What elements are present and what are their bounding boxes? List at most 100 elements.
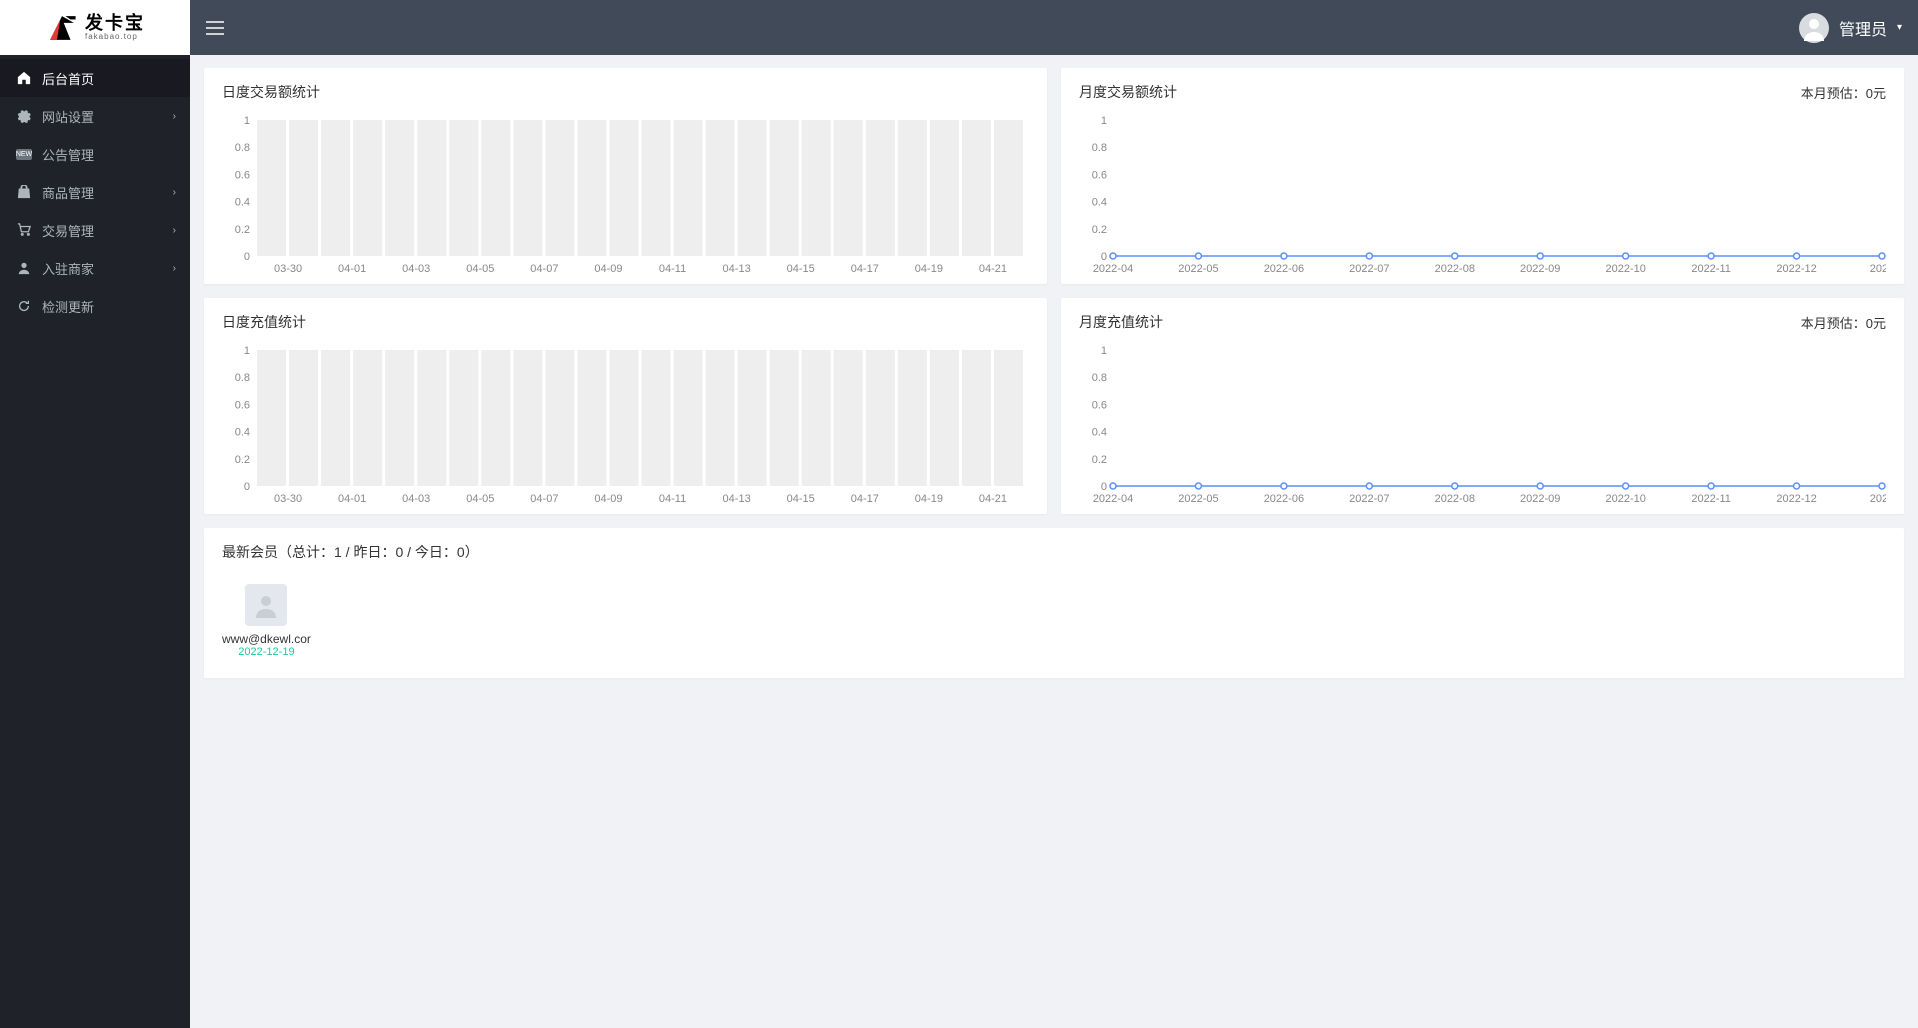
svg-text:04-13: 04-13 [723,263,751,274]
svg-text:2022-05: 2022-05 [1178,263,1218,274]
hamburger-icon[interactable] [206,21,224,35]
svg-text:2022-11: 2022-11 [1691,493,1731,504]
svg-text:04-07: 04-07 [530,263,558,274]
svg-text:0.2: 0.2 [1092,454,1107,466]
sidebar-item-0[interactable]: 后台首页 [0,59,190,97]
member-item[interactable]: www@dkewl.cor 2022-12-19 [222,584,311,658]
svg-text:0.8: 0.8 [235,142,250,154]
sidebar-item-6[interactable]: 检测更新 [0,287,190,325]
home-icon [16,71,32,85]
daily-trade-chart: 00.20.40.60.8103-3004-0104-0304-0504-070… [222,114,1029,274]
header: 管理员 ▾ [190,0,1918,55]
svg-text:04-09: 04-09 [594,493,622,504]
monthly-trade-chart: 00.20.40.60.812022-042022-052022-062022-… [1079,114,1886,274]
sidebar-item-label: 交易管理 [42,221,94,240]
svg-text:04-15: 04-15 [787,263,815,274]
svg-text:2022-04: 2022-04 [1093,493,1133,504]
svg-text:04-09: 04-09 [594,263,622,274]
sidebar-item-1[interactable]: 网站设置 › [0,97,190,135]
svg-text:2022-12: 2022-12 [1776,493,1816,504]
sidebar-item-2[interactable]: NEW 公告管理 [0,135,190,173]
svg-text:04-11: 04-11 [659,493,686,504]
chevron-right-icon: › [173,263,176,274]
card-title: 最新会员（总计：1 / 昨日：0 / 今日：0） [222,542,479,562]
members-card: 最新会员（总计：1 / 昨日：0 / 今日：0） www@dkewl.cor 2… [204,528,1904,678]
svg-text:04-05: 04-05 [466,263,494,274]
svg-text:0.6: 0.6 [235,399,250,411]
logo-text-en: fakabao.top [85,32,145,41]
svg-text:0.2: 0.2 [1092,224,1107,236]
card-title: 月度充值统计 [1079,312,1163,332]
svg-text:2022-08: 2022-08 [1435,263,1475,274]
svg-text:0.6: 0.6 [1092,399,1107,411]
sidebar-item-5[interactable]: 入驻商家 › [0,249,190,287]
person-icon [16,261,32,275]
member-date: 2022-12-19 [222,646,311,658]
logo[interactable]: 发卡宝 fakabao.top [0,0,190,55]
main-content: 日度交易额统计 0 0.2 0.4 0.6 0.8 1 03-30 04-01 04-03 04-… [190,0,1918,692]
sidebar-item-label: 公告管理 [42,145,94,164]
svg-text:04-07: 04-07 [530,493,558,504]
svg-text:2022-12: 2022-12 [1776,263,1816,274]
svg-text:0: 0 [244,251,250,263]
svg-text:2022-09: 2022-09 [1520,263,1560,274]
svg-text:0.4: 0.4 [235,197,250,209]
svg-text:0.4: 0.4 [1092,197,1107,209]
svg-text:04-21: 04-21 [979,493,1007,504]
svg-text:2022-06: 2022-06 [1264,493,1304,504]
logo-icon [45,11,79,45]
chevron-down-icon: ▾ [1897,22,1902,33]
card-title: 日度充值统计 [222,312,306,332]
daily-recharge-card: 日度充值统计 00.20.40.60.8103-3004-0104-0304-0… [204,298,1047,514]
chevron-right-icon: › [173,111,176,122]
svg-text:04-01: 04-01 [338,493,366,504]
svg-text:0.8: 0.8 [1092,142,1107,154]
svg-text:2022-05: 2022-05 [1178,493,1218,504]
svg-text:04-17: 04-17 [851,493,879,504]
monthly-trade-card: 月度交易额统计 本月预估：0元 00.20.40.60.812022-04202… [1061,68,1904,284]
svg-text:04-03: 04-03 [402,263,430,274]
svg-text:0.4: 0.4 [235,427,250,439]
avatar-icon [245,584,287,626]
gear-icon [16,109,32,123]
card-title: 月度交易额统计 [1079,82,1177,102]
svg-text:2022-07: 2022-07 [1349,493,1389,504]
svg-text:0.2: 0.2 [235,454,250,466]
chevron-right-icon: › [173,187,176,198]
avatar-icon [1799,13,1829,43]
svg-text:2022-11: 2022-11 [1691,263,1731,274]
svg-text:0: 0 [244,481,250,493]
monthly-recharge-chart: 00.20.40.60.812022-042022-052022-062022-… [1079,344,1886,504]
svg-text:04-13: 04-13 [723,493,751,504]
card-title: 日度交易额统计 [222,82,320,102]
sidebar-item-label: 商品管理 [42,183,94,202]
badge-icon: NEW [16,149,32,160]
bag-icon [16,185,32,199]
refresh-icon [16,299,32,313]
chevron-right-icon: › [173,225,176,236]
sidebar-item-3[interactable]: 商品管理 › [0,173,190,211]
svg-text:03-30: 03-30 [274,263,302,274]
svg-text:2022-08: 2022-08 [1435,493,1475,504]
svg-text:2023: 2023 [1870,263,1886,274]
svg-text:04-21: 04-21 [979,263,1007,274]
user-menu[interactable]: 管理员 ▾ [1799,13,1902,43]
svg-text:04-17: 04-17 [851,263,879,274]
svg-text:1: 1 [244,115,250,127]
user-label: 管理员 [1839,16,1887,40]
svg-text:04-05: 04-05 [466,493,494,504]
svg-text:1: 1 [244,345,250,357]
svg-text:2022-09: 2022-09 [1520,493,1560,504]
svg-text:03-30: 03-30 [274,493,302,504]
svg-text:1: 1 [1101,345,1107,357]
sidebar: 发卡宝 fakabao.top 后台首页 网站设置 ›NEW 公告管理 商品管理… [0,0,190,1028]
member-name: www@dkewl.cor [222,632,311,646]
svg-text:04-11: 04-11 [659,263,686,274]
sidebar-item-4[interactable]: 交易管理 › [0,211,190,249]
svg-text:2022-10: 2022-10 [1605,263,1645,274]
svg-text:0.2: 0.2 [235,224,250,236]
cart-icon [16,223,32,237]
svg-text:04-03: 04-03 [402,493,430,504]
svg-text:04-15: 04-15 [787,493,815,504]
sidebar-item-label: 网站设置 [42,107,94,126]
